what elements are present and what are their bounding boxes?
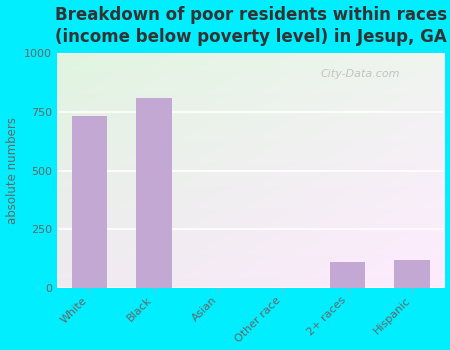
Text: City-Data.com: City-Data.com bbox=[320, 69, 400, 79]
Title: Breakdown of poor residents within races
(income below poverty level) in Jesup, : Breakdown of poor residents within races… bbox=[54, 6, 447, 46]
Bar bbox=[72, 117, 107, 288]
Y-axis label: absolute numbers: absolute numbers bbox=[5, 117, 18, 224]
Bar bbox=[136, 98, 171, 288]
Bar bbox=[394, 260, 430, 288]
Bar bbox=[330, 262, 365, 288]
